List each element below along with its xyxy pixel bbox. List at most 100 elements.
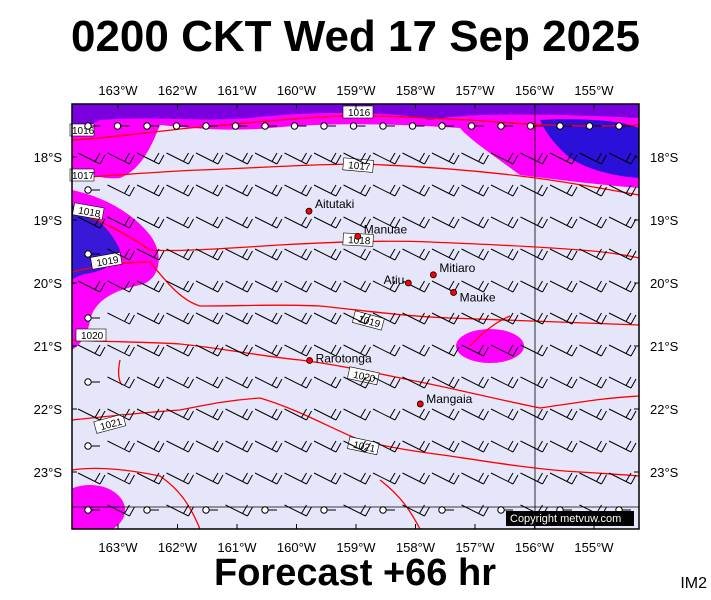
wind-barb — [402, 440, 430, 453]
wind-barb — [490, 408, 519, 421]
wind-barb — [608, 472, 637, 485]
wind-barb — [402, 472, 430, 485]
wind-barb — [107, 504, 135, 517]
wind-barb — [372, 472, 401, 485]
wind-barb — [461, 408, 489, 421]
wind-barb — [549, 280, 578, 293]
wind-barb — [608, 344, 637, 357]
wind-barb — [402, 152, 430, 165]
wind-barb — [431, 376, 460, 389]
wind-barb — [84, 378, 100, 386]
wind-barb — [166, 184, 194, 197]
lon-tick-label-bottom: 161°W — [217, 540, 257, 555]
wind-barb — [143, 122, 159, 130]
image-code: IM2 — [680, 575, 707, 592]
wind-barb — [313, 408, 342, 421]
wind-barb — [461, 184, 489, 197]
wind-barb — [461, 472, 489, 485]
wind-barb — [431, 312, 460, 325]
wind-barb — [549, 312, 578, 325]
wind-barb — [225, 376, 253, 389]
wind-barb — [107, 152, 135, 165]
wind-barb — [615, 122, 631, 130]
wind-barb — [166, 312, 194, 325]
wind-barb — [143, 506, 159, 514]
forecast-label: Forecast +66 hr — [214, 552, 496, 594]
wind-barb — [195, 216, 224, 229]
lon-tick-label-bottom: 158°W — [396, 540, 436, 555]
wind-barb — [343, 152, 371, 165]
lon-tick-label-bottom: 159°W — [336, 540, 376, 555]
wind-barb — [343, 408, 371, 421]
wind-barb — [225, 280, 253, 293]
wind-barb — [431, 408, 460, 421]
lat-tick-label-right: 22°S — [650, 402, 679, 417]
wind-barb — [254, 344, 283, 357]
wind-region-top-right-core — [540, 119, 639, 178]
wind-barb — [77, 344, 106, 357]
wind-barb — [195, 280, 224, 293]
lat-tick-label-left: 21°S — [34, 339, 63, 354]
lon-tick-label-bottom: 157°W — [455, 540, 495, 555]
wind-barb — [343, 504, 371, 517]
wind-barb — [461, 376, 489, 389]
svg-text:1016: 1016 — [72, 126, 95, 137]
wind-barb — [84, 442, 100, 450]
wind-barb — [520, 312, 548, 325]
place-markers: Aitutaki Manuae Mitiaro Atiu Mauke Rarotonga M… — [305, 197, 496, 408]
wind-barb — [77, 216, 106, 229]
wind-barb — [438, 122, 454, 130]
wind-barb — [166, 440, 194, 453]
wind-barb — [225, 504, 253, 517]
place-label: Atiu — [384, 273, 405, 287]
wind-barb — [490, 344, 519, 357]
wind-barb — [520, 184, 548, 197]
svg-text:1020: 1020 — [352, 370, 376, 385]
wind-barb — [490, 184, 519, 197]
lon-tick-label-top: 155°W — [574, 83, 614, 98]
wind-barb — [254, 312, 283, 325]
axis-ticks: 163°W 163°W 162°W 162°W 161°W 161°W 160°W 160°W… — [34, 83, 679, 555]
wind-barb — [490, 440, 519, 453]
wind-barb — [107, 248, 135, 261]
wind-barb — [579, 472, 607, 485]
wind-barb — [195, 344, 224, 357]
wind-barb — [372, 280, 401, 293]
wind-barb — [579, 280, 607, 293]
wind-barb — [343, 248, 371, 261]
wind-barb — [402, 504, 430, 517]
lon-tick-label-bottom: 160°W — [277, 540, 317, 555]
wind-barb — [195, 472, 224, 485]
wind-barb — [284, 408, 312, 421]
wind-barb — [195, 408, 224, 421]
wind-barb — [284, 312, 312, 325]
wind-barb — [549, 472, 578, 485]
lon-tick-label-bottom: 162°W — [158, 540, 198, 555]
wind-barb — [261, 506, 277, 514]
wind-barb — [136, 184, 165, 197]
isobar-label: 1017 — [69, 168, 95, 182]
lat-tick-label-right: 23°S — [650, 465, 679, 480]
wind-barb — [431, 184, 460, 197]
wind-barb — [254, 184, 283, 197]
wind-barb — [608, 248, 637, 261]
wind-barb — [136, 472, 165, 485]
wind-barb — [254, 408, 283, 421]
wind-barb — [254, 216, 283, 229]
wind-barb — [284, 376, 312, 389]
wind-barb — [166, 408, 194, 421]
wind-barb — [166, 504, 194, 517]
wind-barb — [431, 472, 460, 485]
wind-barb — [136, 440, 165, 453]
wind-barb — [254, 248, 283, 261]
wind-barb — [579, 440, 607, 453]
wind-barb — [579, 216, 607, 229]
wind-barb — [225, 408, 253, 421]
lat-tick-label-left: 23°S — [34, 465, 63, 480]
place-dot — [450, 289, 457, 296]
wind-barb — [402, 408, 430, 421]
isobar-label: 1020 — [75, 328, 107, 342]
wind-barb — [166, 344, 194, 357]
wind-barb — [77, 408, 106, 421]
wind-barb — [349, 122, 366, 130]
